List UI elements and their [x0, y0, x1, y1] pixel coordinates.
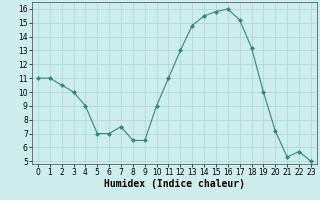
- X-axis label: Humidex (Indice chaleur): Humidex (Indice chaleur): [104, 179, 245, 189]
